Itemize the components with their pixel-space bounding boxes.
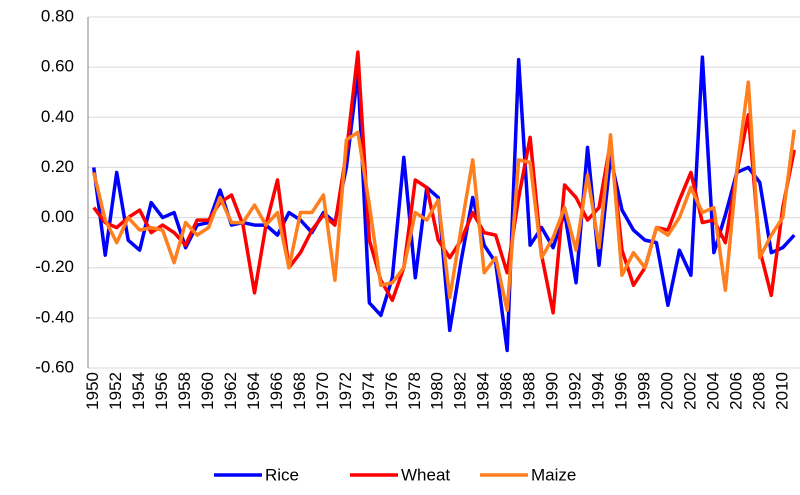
- line-series: [92, 55, 796, 353]
- x-tick-label: 1952: [106, 372, 125, 410]
- x-tick-label: 1960: [198, 372, 217, 410]
- x-tick-label: 2002: [680, 372, 699, 410]
- y-tick-label: 0.40: [41, 107, 74, 126]
- x-tick-label: 1976: [382, 372, 401, 410]
- x-tick-label: 1982: [451, 372, 470, 410]
- x-tick-label: 1988: [520, 372, 539, 410]
- x-tick-label: 2010: [772, 372, 791, 410]
- x-tick-label: 1986: [497, 372, 516, 410]
- x-tick-label: 1954: [129, 372, 148, 410]
- x-tick-label: 2004: [703, 372, 722, 410]
- y-tick-label: 0.60: [41, 57, 74, 76]
- y-tick-label: -0.40: [35, 307, 74, 326]
- x-tick-label: 1974: [359, 372, 378, 410]
- x-tick-label: 1964: [244, 372, 263, 410]
- x-tick-label: 2000: [657, 372, 676, 410]
- x-tick-label: 1950: [83, 372, 102, 410]
- x-tick-label: 1966: [267, 372, 286, 410]
- legend-label: Maize: [531, 465, 576, 484]
- x-tick-label: 1956: [152, 372, 171, 410]
- x-tick-label: 1992: [566, 372, 585, 410]
- x-tick-label: 2006: [726, 372, 745, 410]
- x-tick-label: 1994: [589, 372, 608, 410]
- x-tick-label: 1984: [474, 372, 493, 410]
- x-tick-label: 1972: [336, 372, 355, 410]
- x-tick-label: 2008: [749, 372, 768, 410]
- x-tick-label: 1990: [543, 372, 562, 410]
- legend-label: Wheat: [401, 465, 450, 484]
- y-tick-label: 0.20: [41, 157, 74, 176]
- x-tick-label: 1962: [221, 372, 240, 410]
- x-tick-label: 1996: [611, 372, 630, 410]
- y-tick-label: -0.20: [35, 257, 74, 276]
- y-tick-label: 0.00: [41, 207, 74, 226]
- x-tick-label: 1978: [405, 372, 424, 410]
- line-series: [92, 80, 796, 313]
- x-tick-label: 1958: [175, 372, 194, 410]
- legend-label: Rice: [265, 465, 299, 484]
- x-tick-label: 1968: [290, 372, 309, 410]
- x-tick-label: 1970: [313, 372, 332, 410]
- y-tick-label: -0.60: [35, 357, 74, 376]
- y-tick-label: 0.80: [41, 6, 74, 25]
- x-tick-label: 1998: [634, 372, 653, 410]
- x-tick-label: 1980: [428, 372, 447, 410]
